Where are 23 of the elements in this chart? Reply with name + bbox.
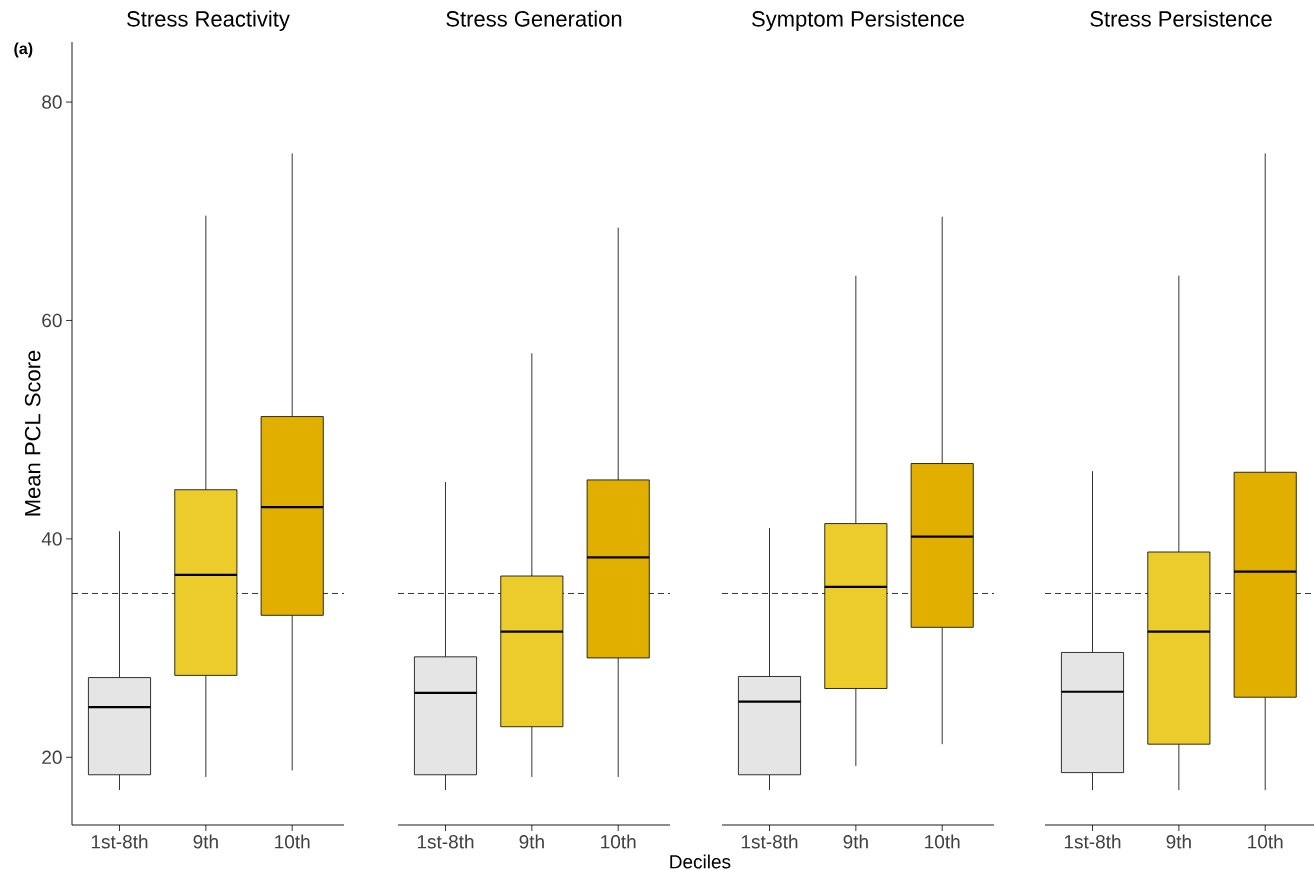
x-tick-label: 1st-8th [417,834,474,849]
x-tick-label: 10th [275,834,310,849]
x-tick-label: 10th [601,834,636,849]
text: (a) [14,42,33,58]
y-axis-title: Mean PCL Score [24,350,41,516]
x-tick-label: 10th [1248,834,1283,849]
x-tick-label: 9th [519,834,544,849]
chart-title: Stress Reactivity [127,10,290,32]
x-axis-title: Deciles [670,854,731,869]
x-tick-label: 9th [1166,834,1191,849]
x-tick-label: 1st-8th [91,834,148,849]
y-tick-label: 20 [42,750,62,765]
y-tick-label: 80 [42,95,62,109]
chart-title: Stress Generation [446,10,622,27]
chart-title: Symptom Persistence [752,10,964,32]
x-tick-label: 9th [843,834,868,849]
x-tick-label: 10th [925,834,960,849]
chart-title: Stress Persistence [1090,10,1272,27]
y-tick-label: 40 [41,532,62,546]
y-tick-label: 60 [42,313,62,328]
x-tick-label: 9th [193,834,218,849]
x-tick-label: 1st-8th [741,834,798,849]
x-tick-label: 1st-8th [1064,834,1121,849]
